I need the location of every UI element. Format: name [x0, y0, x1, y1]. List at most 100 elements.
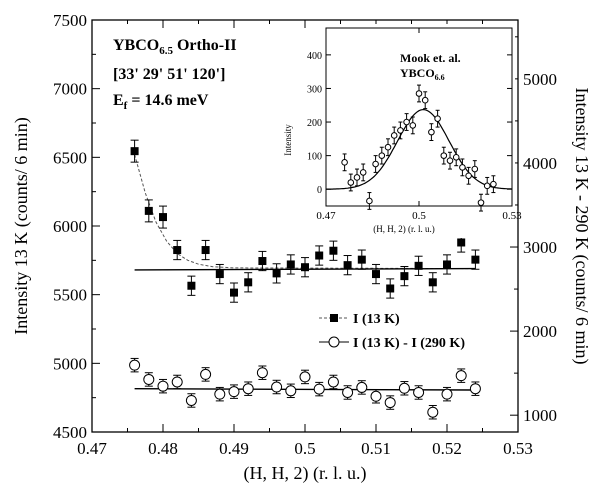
- inset-point: [440, 152, 448, 159]
- intensity-13k-point: [272, 269, 281, 278]
- difference-point: [171, 376, 183, 388]
- main-data-points: [129, 139, 481, 420]
- inset-y-axis-title: Intensity: [283, 124, 293, 156]
- intensity-13k-point: [329, 246, 338, 255]
- inset-x-tick-label: 0.53: [502, 210, 522, 222]
- inset-y-tick-label: 100: [307, 152, 322, 163]
- inset-subtitle-main: YBCO: [400, 66, 435, 80]
- difference-point: [200, 368, 212, 380]
- inset-point: [483, 182, 491, 190]
- final-energy-value: = 14.6 meV: [127, 92, 209, 109]
- inset-subtitle-subscript: 6.6: [435, 73, 445, 82]
- intensity-13k-point: [386, 284, 395, 293]
- difference-point: [271, 381, 283, 393]
- difference-point: [129, 359, 141, 371]
- final-energy-subscript: f: [124, 100, 128, 112]
- sample-label: YBCO6.5 Ortho-II: [113, 37, 237, 57]
- inset-x-axis-title: (H, H, 2) (r. l. u.): [373, 224, 435, 234]
- inset-point: [378, 152, 386, 159]
- inset-point: [409, 122, 417, 129]
- collimation-label: [33' 29' 51' 120']: [113, 66, 225, 83]
- legend-label-difference: I (13 K) - I (290 K): [353, 336, 465, 351]
- inset-point: [390, 132, 398, 139]
- inset-point: [372, 160, 379, 168]
- inset-point: [397, 127, 404, 134]
- x-tick-label: 0.52: [432, 439, 462, 458]
- inset-point: [459, 164, 466, 171]
- inset-point: [347, 179, 355, 186]
- intensity-13k-point: [130, 147, 139, 156]
- difference-point: [327, 376, 339, 388]
- difference-point: [413, 386, 425, 398]
- x-tick-label: 0.53: [503, 439, 533, 458]
- sample-suffix: Ortho-II: [173, 37, 237, 54]
- intensity-13k-point: [301, 263, 309, 272]
- difference-point: [469, 383, 481, 395]
- difference-point: [370, 390, 382, 402]
- main-ticks: 0.47 0.48 0.49 0.5 0.51 0.52 0.53 4500 5000 5500 6…: [53, 11, 557, 458]
- difference-point: [228, 386, 240, 398]
- intensity-13k-point: [471, 255, 480, 264]
- intensity-13k-point: [400, 272, 409, 281]
- inset-y-tick-label: 400: [307, 51, 322, 62]
- y-tick-label: 7000: [53, 80, 87, 99]
- intensity-13k-point: [258, 257, 267, 266]
- difference-point: [256, 367, 268, 379]
- difference-point: [157, 380, 169, 392]
- inset-point: [446, 157, 454, 164]
- inset-point: [477, 199, 485, 206]
- intensity-13k-point: [144, 206, 153, 215]
- y2-tick-label: 3000: [523, 238, 557, 257]
- intensity-13k-point: [372, 270, 380, 279]
- y2-tick-label: 4000: [523, 154, 557, 173]
- inset-point: [452, 154, 460, 161]
- y2-tick-label: 2000: [523, 322, 557, 341]
- intensity-13k-point: [286, 260, 295, 269]
- difference-point: [427, 406, 439, 418]
- inset-x-tick-label: 0.5: [412, 210, 426, 222]
- inset-point: [384, 143, 392, 151]
- difference-point: [384, 397, 396, 409]
- intensity-13k-point: [187, 281, 196, 290]
- main-chart: 0.47 0.48 0.49 0.5 0.51 0.52 0.53 4500 5000 5500 6…: [11, 11, 592, 484]
- intensity-13k-point: [343, 261, 352, 270]
- difference-point: [143, 373, 155, 385]
- intensity-13k-point: [173, 246, 182, 255]
- inset-point: [353, 174, 361, 181]
- inset-point: [490, 180, 497, 188]
- inset-point: [415, 90, 423, 97]
- inset-point: [359, 169, 367, 176]
- difference-point: [242, 383, 254, 395]
- x-tick-label: 0.47: [77, 439, 107, 458]
- sample-subscript: 6.5: [159, 45, 173, 57]
- difference-point: [313, 383, 325, 395]
- intensity-13k-point: [244, 278, 253, 287]
- intensity-13k-point: [443, 260, 451, 269]
- sample-name: YBCO: [113, 37, 159, 54]
- inset-point: [341, 159, 348, 166]
- y2-tick-label: 1000: [523, 406, 557, 425]
- legend: I (13 K) I (13 K) - I (290 K): [319, 312, 465, 351]
- final-energy-symbol: E: [113, 92, 124, 109]
- intensity-13k-point: [357, 255, 366, 264]
- intensity-13k-point: [159, 213, 167, 222]
- inset-y-tick-label: 300: [307, 84, 322, 95]
- final-energy-label: Ef = 14.6 meV: [113, 92, 209, 112]
- intensity-13k-point: [428, 278, 437, 287]
- difference-point: [441, 388, 453, 400]
- inset-point: [366, 197, 373, 205]
- legend-marker-filled-square: [330, 314, 338, 322]
- x-tick-label: 0.5: [294, 439, 315, 458]
- inset-point: [428, 128, 435, 136]
- intensity-13k-point: [215, 270, 224, 279]
- inset-x-tick-label: 0.47: [316, 210, 336, 222]
- difference-point: [285, 385, 297, 397]
- y-axis-title: Intensity 13 K (counts/ 6 min): [11, 117, 32, 334]
- inset-point: [465, 172, 472, 180]
- inset-title: Mook et. al.: [400, 51, 461, 65]
- inset-point: [471, 165, 479, 173]
- inset-y-tick-label: 200: [307, 118, 322, 129]
- inset-y-tick-label: 0: [317, 185, 322, 196]
- intensity-13k-point: [414, 261, 423, 270]
- x-tick-label: 0.48: [148, 439, 178, 458]
